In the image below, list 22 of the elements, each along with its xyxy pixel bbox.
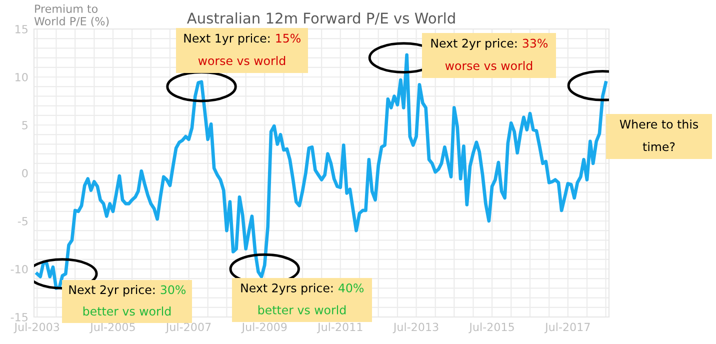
y-tick-label: 5 — [22, 121, 28, 130]
text: Where to this time? — [620, 120, 698, 152]
annotation: Next 1yr price: 15% worse vs world — [184, 34, 300, 66]
y-tick-label: -10 — [10, 264, 28, 274]
y-tick-label: 15 — [16, 25, 28, 34]
x-tick-label: Jul-2003 — [14, 322, 60, 334]
annotation: Next 2yr price: 30% better vs world — [69, 285, 186, 316]
y-tick-label: -15 — [10, 313, 28, 322]
x-tick-label: Jul-2007 — [165, 322, 211, 334]
annotation: Next 2yr price: 33% worse vs world — [431, 38, 548, 70]
x-tick-label: Jul-2011 — [316, 322, 362, 334]
annotation: Next 2yrs price: 40% better vs world — [241, 283, 364, 314]
x-tick-label: Jul-2005 — [90, 322, 135, 334]
y-tick-label: -5 — [18, 217, 28, 226]
x-tick-label: Jul-2009 — [241, 322, 287, 334]
x-tick-label: Jul-2017 — [544, 322, 590, 334]
x-tick-label: Jul-2013 — [392, 322, 438, 334]
y-tick-label: 10 — [16, 72, 28, 82]
y-tick-label: 0 — [22, 168, 28, 178]
chart-title: Australian 12m Forward P/E vs World — [186, 12, 455, 25]
y-axis-title: Premium to World P/E (%) — [34, 4, 109, 27]
x-tick-label: Jul-2015 — [468, 322, 514, 334]
